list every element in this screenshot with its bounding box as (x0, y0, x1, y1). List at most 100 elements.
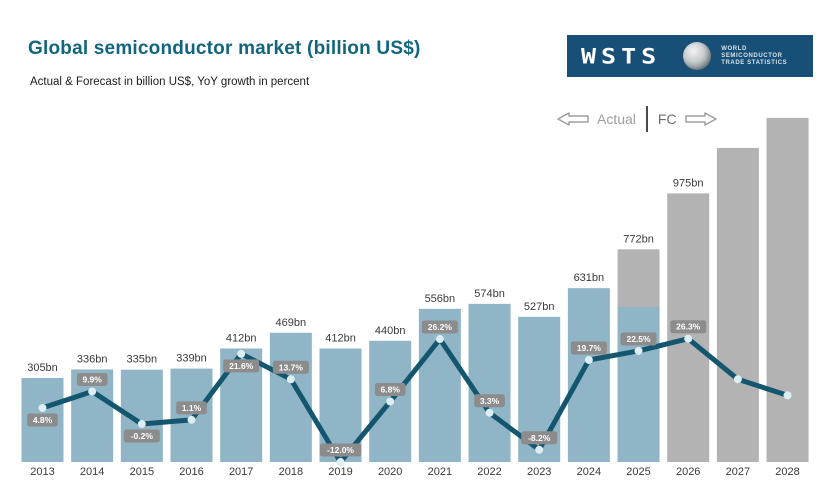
svg-text:-8.2%: -8.2% (528, 433, 551, 443)
bar-2024 (567, 288, 610, 462)
wsts-logo: WSTS WORLD SEMICONDUCTOR TRADE STATISTIC… (567, 35, 813, 77)
bar-2022 (468, 303, 511, 462)
growth-badge-2015: -0.2% (123, 429, 160, 443)
bar-value-label-2023: 527bn (524, 301, 555, 313)
growth-point-2019 (336, 458, 345, 467)
bar-value-label-2026: 975bn (673, 177, 704, 189)
bar-value-label-2015: 335bn (127, 354, 158, 366)
svg-text:26.2%: 26.2% (428, 322, 453, 332)
bar-value-label-2018: 469bn (276, 317, 307, 329)
logo-line-1: WORLD (721, 45, 747, 52)
growth-point-2015 (137, 420, 146, 429)
bar-2021 (418, 308, 461, 462)
svg-text:22.5%: 22.5% (626, 334, 651, 344)
bar-value-label-2020: 440bn (375, 325, 406, 337)
actual-fc-legend: Actual FC (556, 104, 718, 134)
year-label-2016: 2016 (179, 466, 203, 478)
year-label-2024: 2024 (577, 466, 601, 478)
growth-badge-2013: 4.8% (27, 413, 58, 427)
bar-value-label-2021: 556bn (425, 293, 456, 305)
bar-value-label-2025: 772bn (623, 233, 654, 245)
bar-2018 (269, 332, 312, 462)
bar-value-label-2022: 574bn (474, 288, 505, 300)
bar-value-label-2014: 336bn (77, 353, 108, 365)
year-label-2013: 2013 (30, 466, 54, 478)
page-subtitle: Actual & Forecast in billion US$, YoY gr… (30, 76, 310, 88)
growth-badge-2017: 21.6% (223, 359, 260, 373)
growth-badge-2016: 1.1% (176, 401, 207, 415)
year-label-2015: 2015 (130, 466, 154, 478)
legend-divider (645, 106, 648, 132)
growth-point-2018 (286, 375, 295, 384)
year-label-2017: 2017 (229, 466, 253, 478)
growth-point-2014 (88, 387, 97, 396)
year-label-2021: 2021 (428, 466, 452, 478)
growth-badge-2022: 3.3% (474, 394, 505, 408)
growth-point-2023 (535, 445, 544, 454)
bar-2016 (170, 368, 213, 462)
growth-badge-2018: 13.7% (272, 360, 309, 374)
growth-point-2024 (584, 355, 593, 364)
growth-badge-2019: -12.0% (319, 443, 362, 457)
globe-icon (683, 42, 712, 70)
year-label-2027: 2027 (726, 466, 750, 478)
growth-badge-2014: 9.9% (76, 373, 108, 387)
year-label-2025: 2025 (626, 466, 650, 478)
bar-value-label-2024: 631bn (574, 272, 605, 284)
growth-point-2021 (435, 335, 444, 344)
wsts-wordmark: WSTS (581, 43, 662, 69)
growth-point-2028 (783, 391, 792, 400)
svg-text:21.6%: 21.6% (229, 361, 254, 371)
growth-point-2017 (237, 349, 246, 358)
yoy-growth-line (40, 336, 791, 465)
growth-point-2022 (485, 408, 494, 417)
bar-value-label-2017: 412bn (226, 332, 257, 344)
year-label-2022: 2022 (477, 466, 501, 478)
growth-point-2027 (733, 375, 742, 384)
year-label-2023: 2023 (527, 466, 551, 478)
svg-text:-0.2%: -0.2% (131, 431, 154, 441)
year-label-2028: 2028 (775, 466, 799, 478)
growth-badge-2026: 26.3% (670, 320, 707, 334)
svg-text:4.8%: 4.8% (33, 415, 53, 425)
growth-point-2025 (634, 346, 643, 355)
logo-line-2: SEMICONDUCTOR (721, 52, 783, 59)
year-label-2014: 2014 (80, 466, 104, 478)
bar-actual-part-2025 (617, 306, 660, 462)
bar-2027 (716, 147, 759, 462)
year-label-2020: 2020 (378, 466, 402, 478)
svg-text:1.1%: 1.1% (182, 403, 202, 413)
growth-badge-2024: 19.7% (570, 341, 607, 355)
growth-badge-2025: 22.5% (620, 332, 657, 346)
year-label-2019: 2019 (328, 466, 352, 478)
growth-point-2026 (684, 334, 693, 343)
svg-text:26.3%: 26.3% (676, 322, 701, 332)
growth-badge-2020: 6.8% (374, 383, 406, 397)
year-label-2026: 2026 (676, 466, 700, 478)
legend-fc-label: FC (657, 111, 677, 127)
growth-point-2016 (187, 415, 196, 424)
year-label-2018: 2018 (279, 466, 303, 478)
wsts-logo-text: WORLD SEMICONDUCTOR TRADE STATISTICS (721, 46, 787, 67)
svg-text:19.7%: 19.7% (577, 343, 602, 353)
growth-point-2013 (38, 403, 47, 412)
right-arrow-icon (684, 112, 717, 126)
bar-value-label-2019: 412bn (325, 332, 356, 344)
svg-text:-12.0%: -12.0% (327, 445, 354, 455)
page-title: Global semiconductor market (billion US$… (28, 38, 421, 59)
svg-text:6.8%: 6.8% (381, 385, 401, 395)
growth-point-2020 (386, 397, 395, 406)
logo-line-3: TRADE STATISTICS (721, 59, 788, 66)
growth-badge-2023: -8.2% (521, 431, 558, 445)
bar-value-label-2013: 305bn (27, 362, 58, 374)
svg-text:9.9%: 9.9% (82, 375, 102, 385)
legend-actual-label: Actual (597, 111, 636, 127)
left-arrow-icon (557, 112, 589, 126)
growth-badge-2021: 26.2% (421, 320, 458, 334)
svg-text:13.7%: 13.7% (279, 362, 304, 372)
bar-value-label-2016: 339bn (176, 353, 207, 365)
svg-text:3.3%: 3.3% (480, 396, 500, 406)
bar-2028 (766, 117, 809, 462)
